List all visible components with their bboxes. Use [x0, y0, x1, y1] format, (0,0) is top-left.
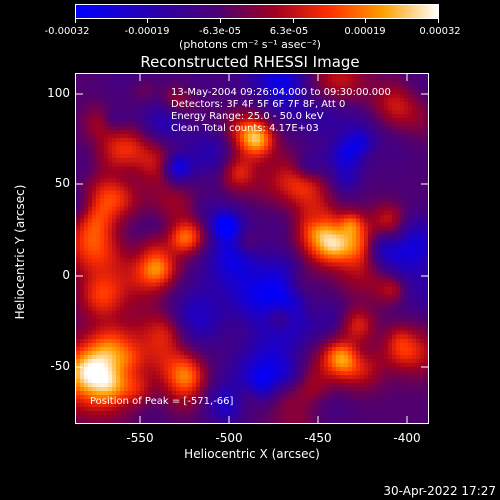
- colorbar-tick: [293, 19, 294, 23]
- info-line-counts: Clean Total counts: 4.17E+03: [171, 123, 319, 134]
- colorbar-label: -0.00019: [124, 26, 170, 37]
- colorbar-tick: [147, 19, 148, 23]
- colorbar-label: -6.3e-05: [199, 26, 241, 37]
- y-tick-label: 0: [62, 268, 70, 282]
- x-axis-label: Heliocentric X (arcsec): [184, 447, 320, 461]
- y-axis-label: Heliocentric Y (arcsec): [13, 184, 27, 320]
- info-line-time: 13-May-2004 09:26:04.000 to 09:30:00.000: [171, 87, 391, 98]
- y-tick-label: 50: [54, 176, 70, 190]
- y-tick-label: 100: [47, 86, 70, 100]
- colorbar-units: (photons cm⁻² s⁻¹ asec⁻²): [179, 38, 321, 51]
- colorbar-tick: [220, 19, 221, 23]
- colorbar-label: 0.00032: [419, 26, 461, 37]
- info-line-detectors: Detectors: 3F 4F 5F 6F 7F 8F, Att 0: [171, 99, 346, 110]
- image-panel: 13-May-2004 09:26:04.000 to 09:30:00.000…: [75, 73, 429, 424]
- plot-title: Reconstructed RHESSI Image: [140, 53, 360, 71]
- colorbar: [75, 4, 439, 19]
- info-line-energy: Energy Range: 25.0 - 50.0 keV: [171, 111, 324, 122]
- peak-position-label: Position of Peak = [-571,-66]: [90, 396, 234, 407]
- x-tick-label: -450: [304, 431, 332, 445]
- y-tick-label: -50: [50, 359, 70, 373]
- colorbar-tick: [75, 19, 76, 23]
- colorbar-tick: [438, 19, 439, 23]
- x-tick-label: -400: [393, 431, 421, 445]
- colorbar-tick: [365, 19, 366, 23]
- colorbar-label: 6.3e-05: [269, 26, 309, 37]
- x-tick-label: -500: [215, 431, 243, 445]
- colorbar-label: 0.00019: [344, 26, 386, 37]
- datestamp: 30-Apr-2022 17:27: [383, 484, 496, 498]
- x-tick-label: -550: [126, 431, 154, 445]
- heatmap-image: [76, 74, 428, 423]
- colorbar-label: -0.00032: [44, 26, 90, 37]
